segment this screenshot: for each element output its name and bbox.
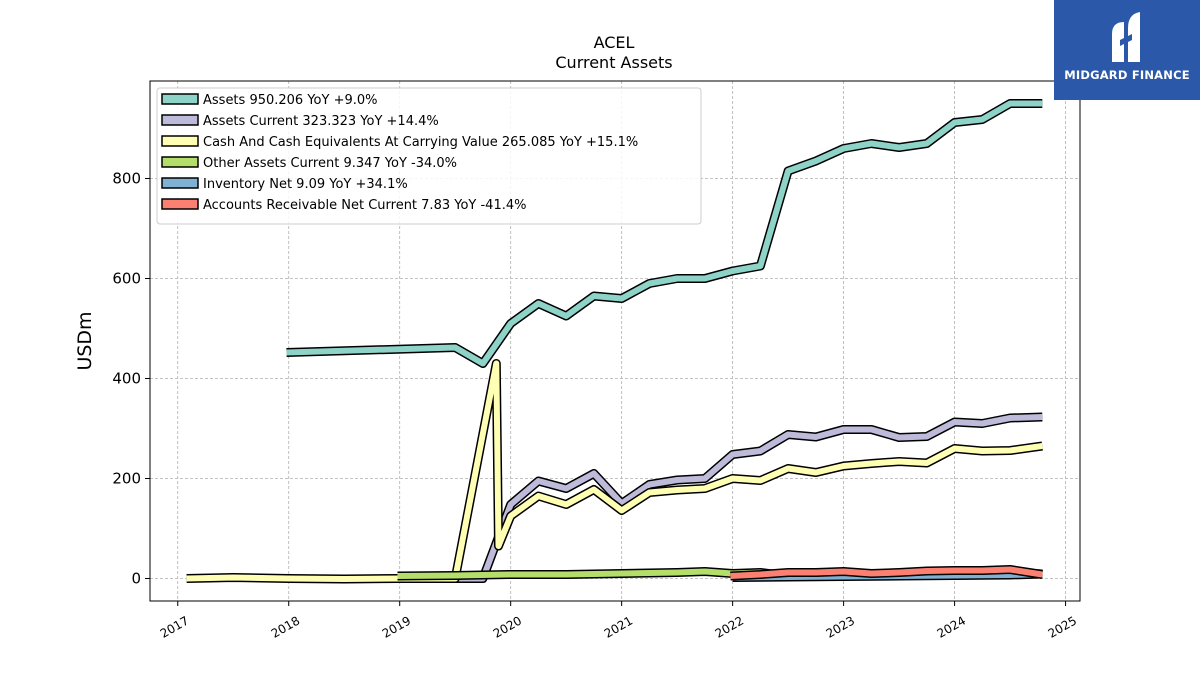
series-0 — [286, 99, 1043, 368]
series-line — [286, 100, 1043, 367]
legend-swatch — [161, 114, 199, 126]
series-2 — [186, 359, 1043, 584]
legend-label: Accounts Receivable Net Current 7.83 YoY… — [203, 198, 526, 213]
legend-swatch — [161, 135, 199, 147]
y-axis-label: USDm — [74, 311, 96, 370]
chart-title: ACEL — [594, 33, 635, 52]
x-tick-label: 2020 — [491, 613, 524, 640]
legend-label: Other Assets Current 9.347 YoY -34.0% — [203, 156, 457, 171]
series-line-outline — [186, 359, 1043, 584]
y-tick-label: 200 — [112, 470, 141, 488]
x-tick-label: 2021 — [602, 613, 635, 640]
brand-logo: MIDGARD FINANCE — [1054, 0, 1200, 100]
legend-swatch — [161, 198, 199, 210]
series-1 — [397, 412, 1043, 583]
y-tick-label: 0 — [131, 570, 141, 588]
x-tick-label: 2022 — [713, 613, 746, 640]
x-tick-label: 2024 — [935, 613, 968, 640]
legend-box — [156, 87, 702, 225]
series-layer — [186, 99, 1043, 584]
x-tick-label: 2019 — [380, 613, 413, 640]
plot-frame — [149, 80, 1081, 602]
series-line — [397, 414, 1043, 582]
legend-label: Cash And Cash Equivalents At Carrying Va… — [203, 135, 638, 150]
legend-label: Assets Current 323.323 YoY +14.4% — [203, 114, 439, 129]
brand-mark-icon — [1112, 12, 1140, 62]
x-tick-label: 2025 — [1046, 613, 1079, 640]
x-tick-label: 2018 — [269, 613, 302, 640]
legend-swatch — [161, 156, 199, 168]
y-tick-label: 600 — [112, 270, 141, 288]
legend-swatch — [161, 177, 199, 189]
brand-name: MIDGARD FINANCE — [1064, 68, 1190, 82]
series-line — [730, 566, 1043, 579]
series-5 — [730, 565, 1043, 581]
series-line — [186, 360, 1043, 582]
chart-subtitle: Current Assets — [555, 53, 672, 72]
y-tick-label: 400 — [112, 370, 141, 388]
legend: Assets 950.206 YoY +9.0% Assets Current 3… — [156, 87, 702, 225]
x-tick-label: 2017 — [158, 613, 191, 640]
legend-label: Assets 950.206 YoY +9.0% — [203, 93, 378, 108]
legend-swatch — [161, 93, 199, 105]
x-tick-label: 2023 — [824, 613, 857, 640]
y-tick-label: 800 — [112, 170, 141, 188]
legend-label: Inventory Net 9.09 YoY +34.1% — [203, 177, 408, 192]
